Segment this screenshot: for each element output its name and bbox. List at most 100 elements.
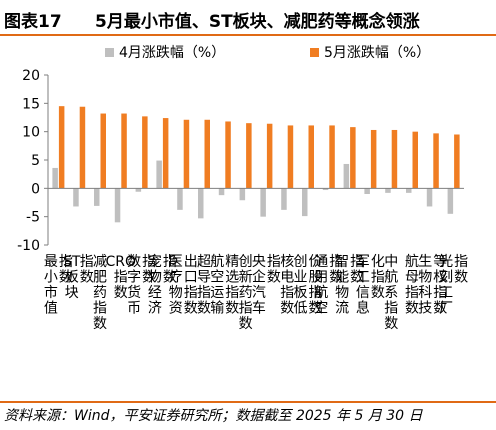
y-tick-label: -5 [26,210,40,226]
svg-text:宠: 宠 [148,254,162,270]
svg-text:工: 工 [439,285,453,301]
x-axis-labels: 最小市值指数ST板块指数减肥药指数CRO指数数字货币指数宠物经济指数医疗物资出口… [44,253,468,332]
legend-swatch-1 [105,48,114,57]
svg-text:疗: 疗 [169,270,183,286]
svg-text:指: 指 [384,301,398,317]
svg-text:企: 企 [252,269,266,286]
bar-april-13 [302,188,308,217]
svg-text:光: 光 [439,254,453,270]
svg-text:精: 精 [225,254,239,270]
svg-text:低: 低 [294,301,308,317]
svg-text:指: 指 [142,254,156,270]
y-tick-label: 0 [31,181,40,197]
bar-may-20 [454,134,460,189]
svg-text:核: 核 [280,254,294,270]
svg-text:数: 数 [405,301,419,317]
svg-text:小: 小 [44,270,58,286]
svg-text:数: 数 [371,285,385,301]
svg-text:军: 军 [356,254,370,270]
legend-label-2: 5月涨跌幅（%） [324,45,430,61]
svg-text:指: 指 [329,254,343,270]
bar-may-17 [391,129,398,189]
svg-text:CRO: CRO [106,254,137,270]
bar-april-9 [218,188,225,196]
svg-text:流: 流 [335,301,349,317]
y-tick-label: 20 [22,68,40,84]
bar-april-4 [114,188,121,223]
footer-divider [0,401,496,403]
svg-text:汽: 汽 [252,285,266,301]
svg-text:ST: ST [63,254,81,270]
bar-may-3 [100,113,106,189]
svg-text:创: 创 [239,254,253,270]
bar-april-1 [52,167,58,189]
svg-text:航: 航 [210,254,224,270]
svg-text:肥: 肥 [93,270,107,286]
svg-text:数: 数 [59,270,73,286]
svg-text:指: 指 [114,270,128,286]
svg-text:数: 数 [142,270,156,286]
svg-text:厂: 厂 [439,301,453,317]
svg-text:超: 超 [197,254,211,270]
svg-text:数: 数 [163,270,177,286]
svg-text:济: 济 [148,301,162,317]
svg-text:资: 资 [169,301,183,317]
bar-april-17 [385,188,391,193]
svg-text:数: 数 [267,270,281,286]
svg-text:刻: 刻 [439,270,453,286]
svg-text:航: 航 [405,254,419,270]
bar-may-14 [329,125,335,189]
svg-text:指: 指 [371,270,385,286]
svg-text:空: 空 [210,270,224,286]
bar-may-18 [412,131,418,189]
bars [48,106,464,223]
svg-text:数: 数 [93,316,107,332]
bar-april-7 [177,188,183,210]
svg-text:指: 指 [454,254,468,270]
svg-text:能: 能 [335,270,349,286]
svg-text:物: 物 [335,285,349,301]
svg-text:数: 数 [350,270,364,286]
bar-may-8 [204,119,210,189]
svg-text:指: 指 [350,254,364,270]
bar-may-12 [287,125,294,189]
bar-may-7 [183,119,190,189]
y-tick-label: 5 [31,153,40,169]
bar-may-11 [266,123,273,189]
bar-may-10 [246,123,252,189]
svg-text:出: 出 [184,254,198,270]
svg-text:系: 系 [384,285,398,301]
svg-text:块: 块 [65,285,79,301]
figure-number: 图表17 [4,12,62,32]
svg-text:板: 板 [65,270,79,286]
svg-text:数: 数 [280,301,294,317]
svg-text:值: 值 [44,301,58,317]
bar-april-20 [447,188,454,214]
svg-text:数: 数 [454,270,468,286]
bar-may-6 [162,118,169,189]
svg-text:空: 空 [314,301,328,317]
bar-april-8 [198,188,204,219]
svg-text:货: 货 [127,284,141,301]
bar-may-9 [225,121,231,189]
svg-text:选: 选 [225,270,239,286]
svg-text:指: 指 [197,285,211,301]
x-tick-label: 最小市值 指数 [44,254,73,317]
svg-text:指: 指 [163,254,177,270]
title-bar: 图表17 5月最小市值、ST板块、减肥药等概念领涨 [0,0,496,36]
svg-text:数: 数 [329,270,343,286]
svg-text:通: 通 [314,254,328,270]
bar-april-6 [156,160,162,189]
svg-text:指: 指 [225,285,239,301]
svg-text:口: 口 [184,270,198,286]
svg-text:用: 用 [314,270,328,286]
bar-may-2 [79,106,86,189]
